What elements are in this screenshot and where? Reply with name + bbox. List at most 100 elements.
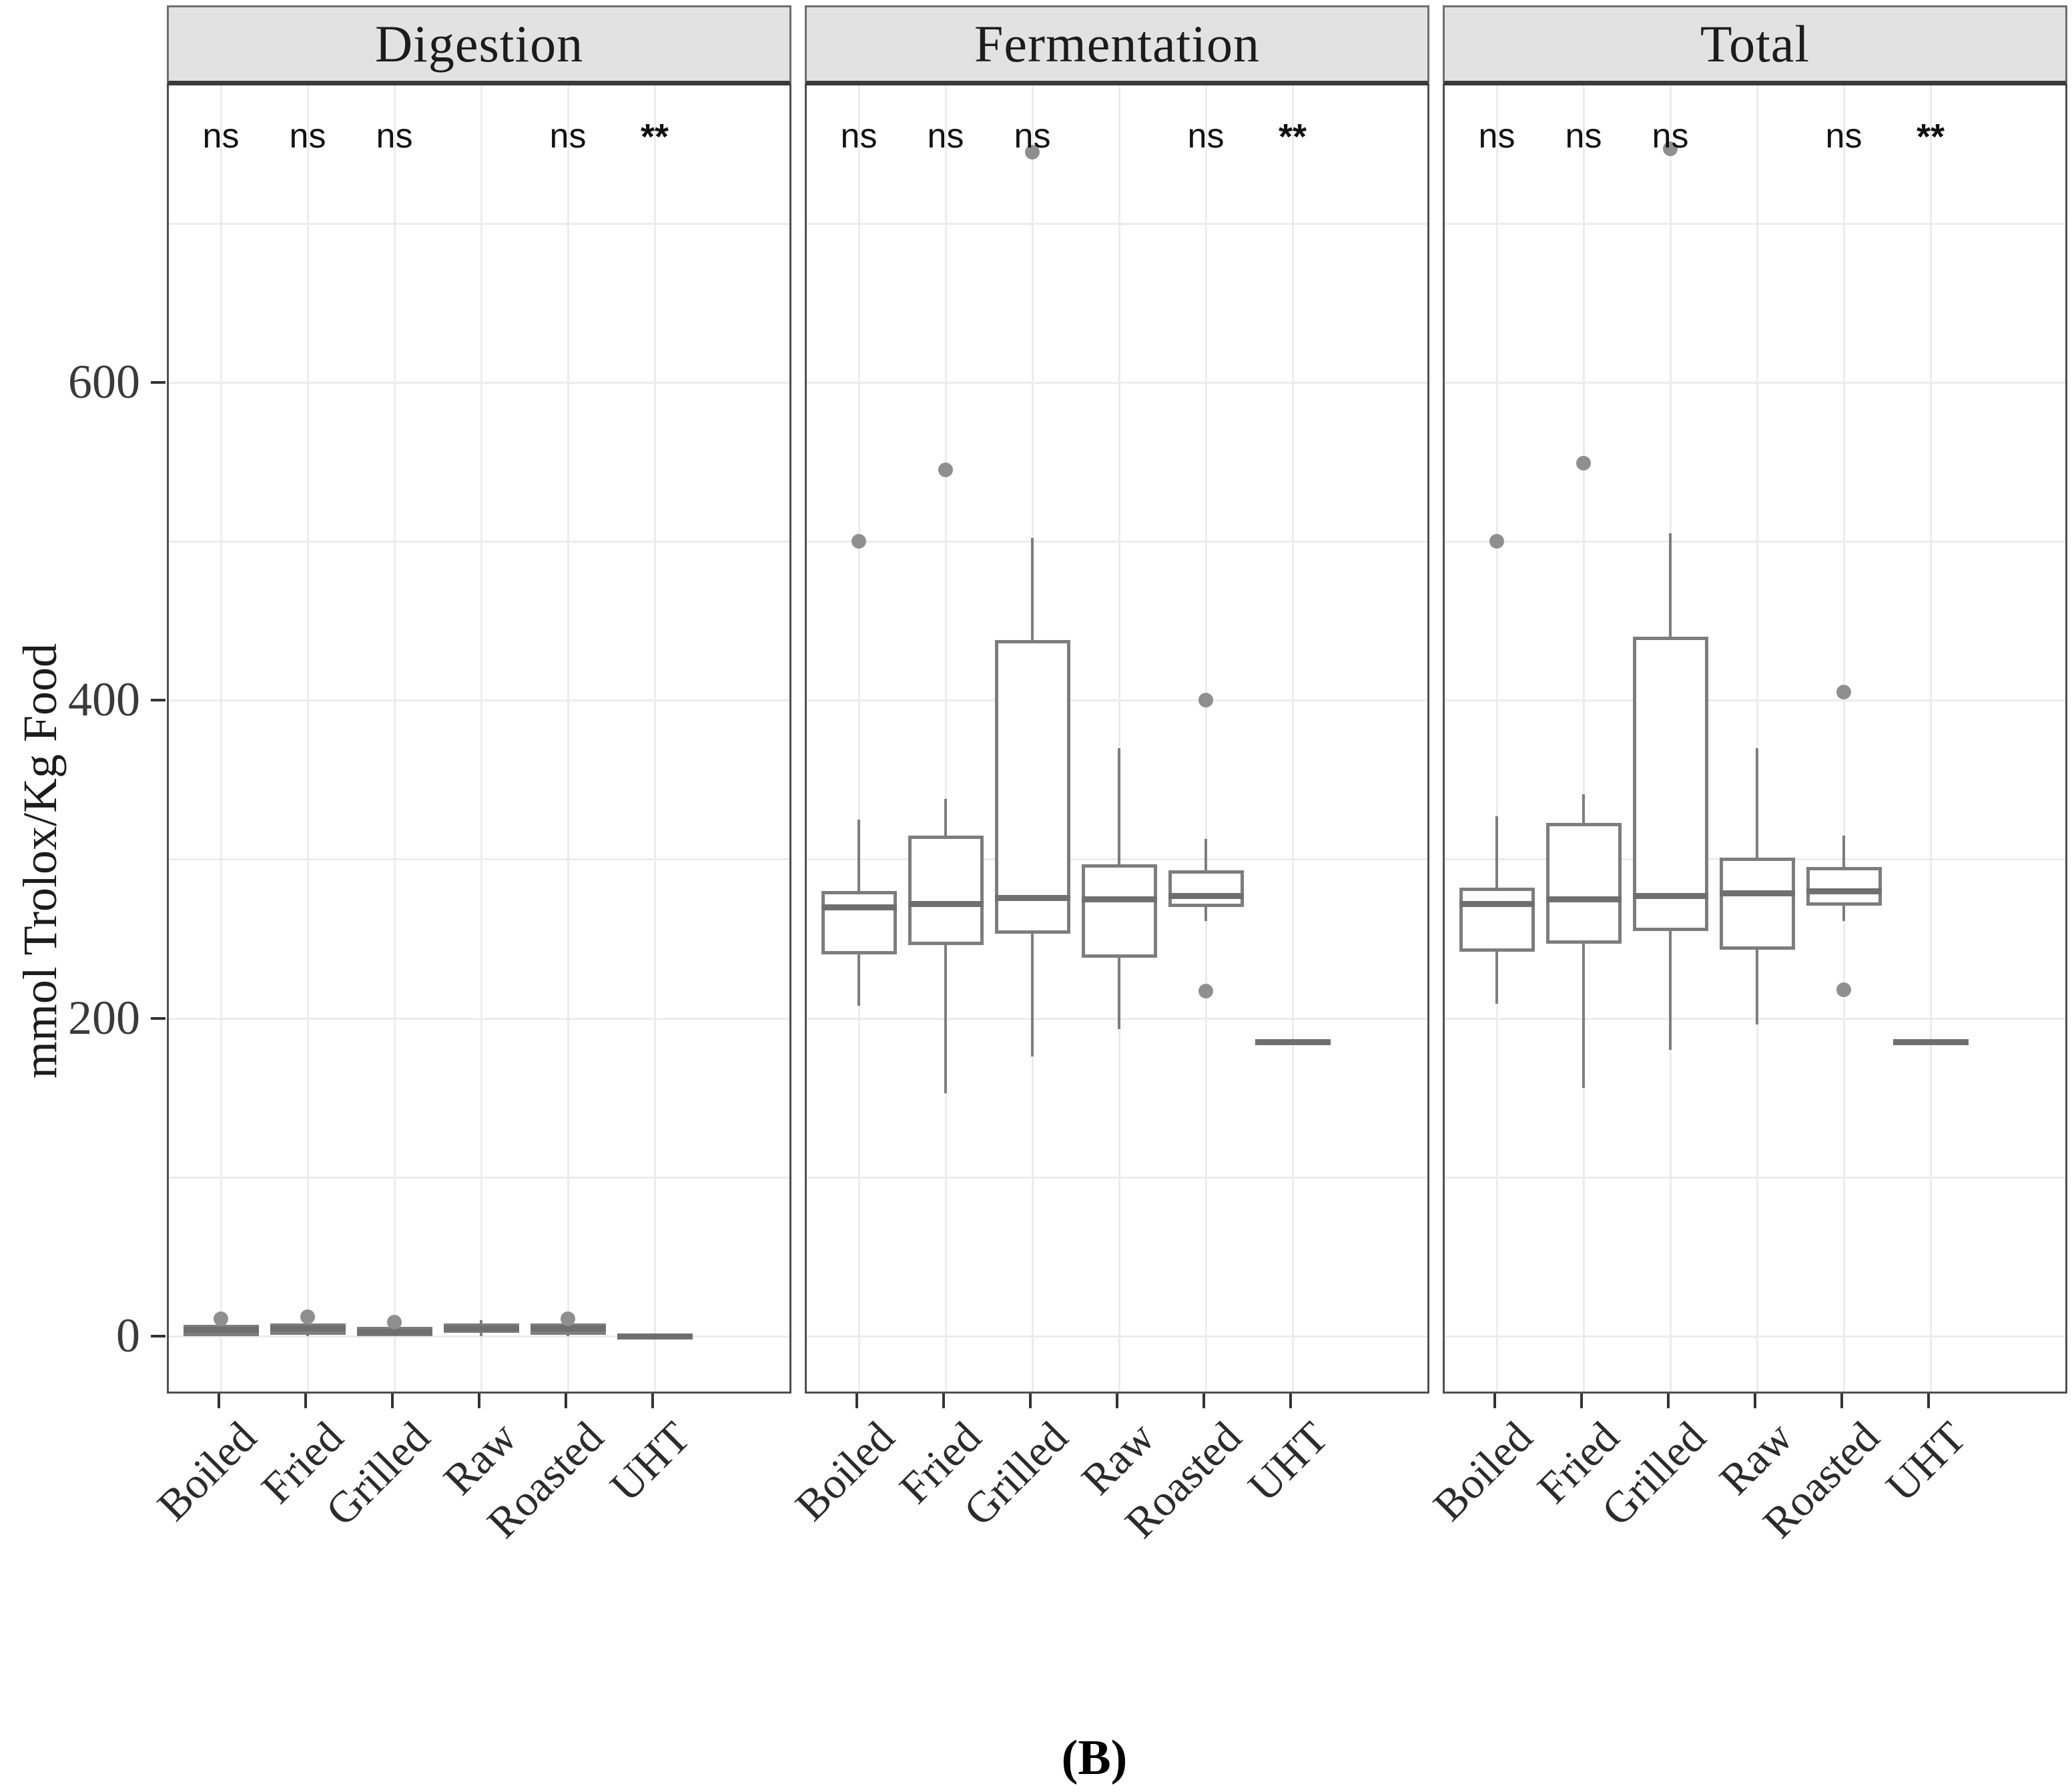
x-tick-mark <box>651 1394 654 1408</box>
median-line <box>617 1333 693 1339</box>
outlier-dot <box>1663 141 1678 156</box>
x-tick-mark <box>1202 1394 1205 1408</box>
gridline-h <box>169 858 789 861</box>
facet-header-label: Total <box>1700 15 1810 73</box>
outlier-dot <box>300 1309 315 1325</box>
significance-label: ** <box>1278 117 1307 157</box>
gridline-v <box>654 85 656 1392</box>
gridline-v <box>480 85 482 1392</box>
whisker-upper <box>480 1320 482 1323</box>
outlier-dot <box>387 1314 402 1329</box>
y-tick-label: 600 <box>68 354 140 408</box>
whisker-lower <box>857 954 860 1006</box>
gridline-v <box>1118 85 1120 1392</box>
facet-plot-total: ns ns ns ns ** <box>1443 85 2067 1394</box>
gridline-v <box>394 85 396 1392</box>
median-line <box>270 1325 346 1332</box>
median-line <box>1632 893 1708 900</box>
facet-header-label: Fermentation <box>974 15 1260 73</box>
gridline-h <box>1445 1017 2065 1020</box>
whisker-upper <box>944 798 947 836</box>
y-tick-mark <box>151 380 165 384</box>
median-line <box>994 894 1070 901</box>
gridline-h <box>807 1176 1427 1179</box>
gridline-v <box>1930 85 1932 1392</box>
gridline-h <box>807 1017 1427 1020</box>
gridline-h <box>807 699 1427 702</box>
whisker-lower <box>944 945 947 1093</box>
significance-label: ns <box>1478 117 1515 156</box>
box-total-fried <box>1545 822 1622 944</box>
gridline-h <box>1445 1335 2065 1337</box>
box-total-roasted <box>1806 867 1882 906</box>
significance-label: ns <box>840 117 878 156</box>
gridline-v <box>1292 85 1294 1392</box>
outlier-dot <box>851 534 866 549</box>
box-total-grilled <box>1632 637 1708 931</box>
x-tick-mark <box>1580 1394 1583 1408</box>
median-line <box>1459 901 1535 908</box>
median-line <box>183 1327 259 1333</box>
gridline-h <box>1445 1176 2065 1179</box>
gridline-h <box>1445 541 2065 543</box>
median-line <box>1545 896 1622 903</box>
facet-header-label: Digestion <box>374 15 584 73</box>
gridline-h <box>169 222 789 225</box>
x-tick-mark <box>1493 1394 1496 1408</box>
whisker-lower <box>567 1334 569 1336</box>
whisker-lower <box>306 1334 309 1336</box>
gridline-h <box>169 1335 789 1337</box>
median-line <box>1806 888 1882 895</box>
whisker-upper <box>1582 794 1585 823</box>
gridline-h <box>169 541 789 543</box>
x-tick-mark <box>1840 1394 1843 1408</box>
gridline-v <box>1843 85 1845 1392</box>
y-tick-mark <box>151 1335 165 1337</box>
x-tick-mark <box>942 1394 945 1408</box>
outlier-dot <box>1836 982 1851 997</box>
outlier-dot <box>1836 685 1851 700</box>
gridline-h <box>169 381 789 384</box>
x-tick-mark <box>1927 1394 1930 1408</box>
y-tick-mark <box>151 699 165 702</box>
x-tick-mark <box>1029 1394 1032 1408</box>
significance-label: ns <box>549 117 587 156</box>
gridline-h <box>169 699 789 702</box>
whisker-lower <box>1031 934 1034 1057</box>
gridline-v <box>858 85 860 1392</box>
whisker-lower <box>480 1333 482 1336</box>
whisker-upper <box>1669 533 1672 637</box>
facet-header-digestion: Digestion <box>167 5 791 85</box>
whisker-upper <box>1495 816 1498 888</box>
whisker-upper <box>1204 838 1207 871</box>
significance-label: ns <box>1014 117 1051 156</box>
significance-label: ns <box>927 117 964 156</box>
gridline-v <box>1583 85 1585 1392</box>
x-tick-mark <box>218 1394 220 1408</box>
gridline-v <box>220 85 222 1392</box>
median-line <box>1719 890 1795 896</box>
significance-label: ns <box>376 117 413 156</box>
gridline-h <box>807 1335 1427 1337</box>
gridline-v <box>1496 85 1498 1392</box>
whisker-lower <box>1204 906 1207 922</box>
gridline-v <box>1756 85 1758 1392</box>
y-tick-label: 400 <box>68 673 140 727</box>
outlier-dot <box>1489 534 1504 549</box>
box-fermentation-fried <box>908 835 984 946</box>
outlier-dot <box>938 462 953 477</box>
median-line <box>821 904 897 910</box>
box-total-raw <box>1719 858 1795 950</box>
box-total-boiled <box>1459 888 1535 952</box>
gridline-h <box>1445 222 2065 225</box>
x-tick-mark <box>304 1394 307 1408</box>
y-tick-mark <box>151 1016 165 1020</box>
whisker-upper <box>1118 748 1120 864</box>
facet-plot-digestion: ns ns ns ns ** <box>167 85 791 1394</box>
outlier-dot <box>214 1311 228 1326</box>
gridline-v <box>945 85 947 1392</box>
x-tick-mark <box>855 1394 858 1408</box>
x-tick-mark <box>391 1394 394 1408</box>
gridline-h <box>169 1017 789 1020</box>
